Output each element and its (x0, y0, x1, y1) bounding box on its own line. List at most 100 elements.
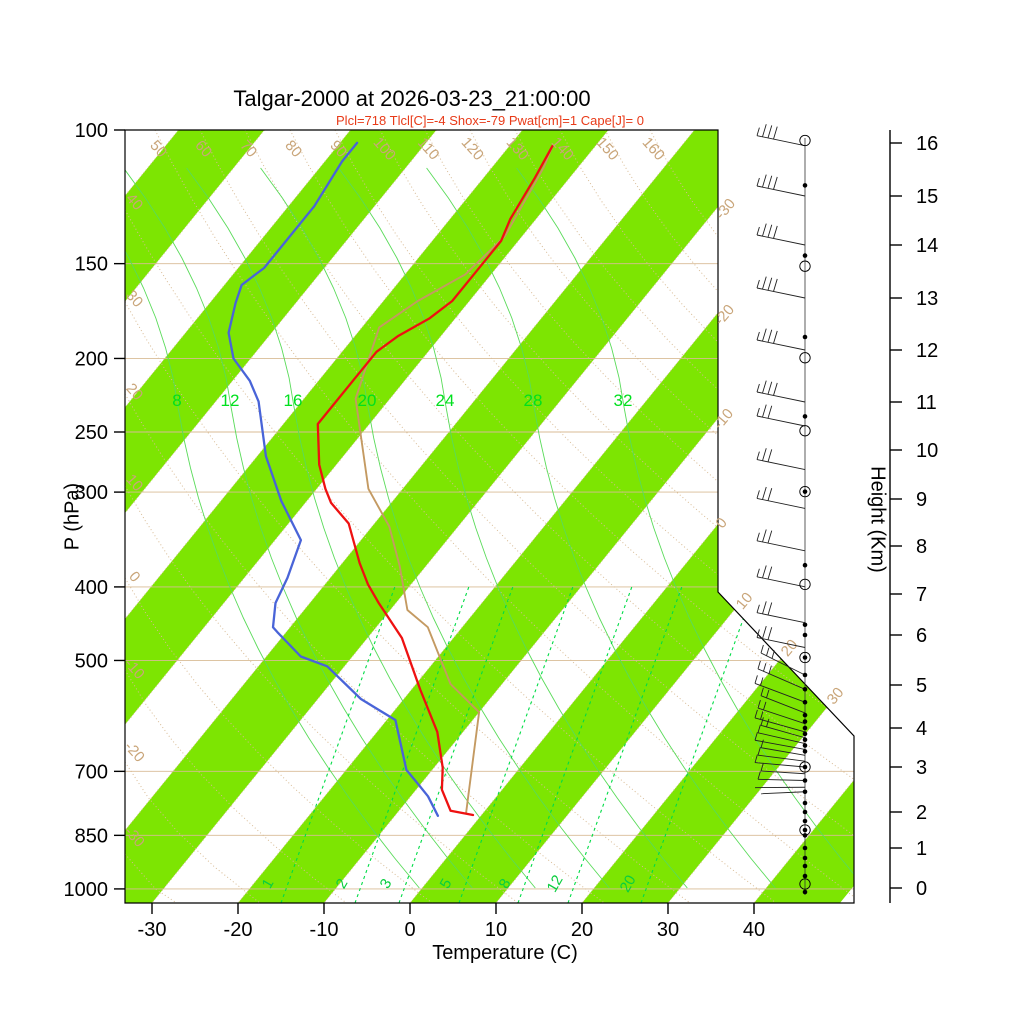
barb-feather (760, 739, 764, 748)
wind-barb (760, 687, 806, 714)
station-circle (799, 352, 811, 364)
mixing-ratio-line (280, 584, 397, 903)
plot-border (124, 129, 855, 904)
barb-feather (767, 224, 773, 238)
wind-barb (757, 771, 806, 781)
station-circle (799, 651, 811, 664)
barb-feather (754, 754, 758, 763)
wind-barb (756, 328, 806, 351)
tick-label: 100 (75, 120, 108, 142)
tick-label: 20 (358, 391, 377, 410)
barb-feather (760, 711, 764, 720)
mixing-ratio-line (567, 584, 684, 903)
station-dot (802, 855, 808, 861)
wind-barb (754, 732, 806, 750)
barb-feather (756, 331, 760, 341)
barb-feather (760, 687, 764, 696)
wind-barb (757, 660, 806, 690)
wind-barb (756, 124, 806, 147)
barb-feather (762, 448, 767, 461)
mixing-ratio-line (458, 584, 575, 903)
wind-barb (756, 404, 806, 427)
temperature-curve (316, 144, 554, 817)
dry-adiabat-line (469, 130, 854, 903)
tick-label: 12 (544, 872, 567, 895)
station-dot (802, 562, 808, 568)
barb-feather (762, 565, 767, 579)
moist-adiabat-line (125, 167, 420, 889)
moist-adiabat-line (260, 167, 610, 889)
station-dot (802, 889, 808, 895)
mixing-ratio-line (398, 584, 515, 903)
mixing-ratio-line (640, 584, 757, 903)
mixing-ratio-line (354, 584, 471, 903)
barb-feather (756, 226, 760, 236)
tick-label: 9 (916, 489, 927, 511)
barb-feather (762, 601, 767, 614)
tick-label: 0 (916, 878, 927, 900)
barb-feather (762, 380, 767, 394)
barb-feather (771, 650, 775, 659)
barb-feather (763, 701, 767, 711)
station-circle (799, 425, 811, 437)
wind-barb (756, 223, 806, 246)
barb-feather (762, 223, 767, 237)
station-dot (802, 778, 808, 783)
tick-label: 20 (778, 636, 802, 660)
tick-label: 16 (916, 133, 938, 155)
barb-feather (760, 762, 764, 772)
isotherm-line (125, 130, 623, 903)
station-dot (802, 873, 808, 879)
barb-feather (767, 277, 773, 291)
moist-adiabat-line (338, 167, 688, 889)
station-dot (802, 764, 808, 770)
dry-adiabat-line (334, 130, 854, 903)
tick-label: 10 (733, 589, 757, 613)
station-dot (802, 655, 808, 660)
barb-feather (767, 488, 773, 501)
station-dot (802, 672, 808, 678)
isotherm-line (125, 130, 854, 903)
barb-feather (756, 407, 760, 417)
barb-feather (767, 381, 773, 395)
isotherm-line (161, 130, 854, 903)
tick-label: -20 (224, 919, 253, 941)
moist-adiabat-line (516, 167, 854, 889)
mixing-ratio-line (517, 584, 634, 903)
tick-label: 32 (614, 391, 633, 410)
barb-feather (757, 724, 761, 733)
tick-label: 10 (485, 919, 507, 941)
station-circle (799, 878, 811, 890)
barb-feather (767, 125, 773, 139)
tick-label: 400 (75, 577, 108, 599)
station-dot (802, 253, 808, 258)
tick-label: 200 (75, 348, 108, 370)
isotherm-line (125, 130, 709, 903)
barb-feather (756, 629, 760, 638)
tick-label: 700 (75, 761, 108, 783)
isotherm-band (981, 0, 1024, 1024)
isotherm-line (0, 113, 20, 1024)
tick-label: 8 (172, 391, 181, 410)
tick-label: 850 (75, 825, 108, 847)
moist-adiabat-line (125, 167, 473, 889)
tick-label: 4 (916, 718, 927, 740)
isotherm-band (125, 130, 688, 903)
station-circle (799, 485, 811, 498)
barb-feather (762, 276, 767, 290)
station-dot (802, 737, 808, 742)
barb-feather (766, 689, 770, 699)
barb-feather (754, 732, 758, 741)
wind-barb (756, 529, 806, 552)
wind-barb (760, 739, 806, 756)
station-circle (799, 134, 811, 147)
station-markers (799, 134, 811, 895)
tick-label: 300 (75, 482, 108, 504)
tick-label: 80 (281, 137, 305, 161)
barb-feather (762, 626, 767, 639)
dry-adiabat-line (125, 485, 571, 903)
dewpoint-curve (227, 141, 440, 817)
barb-feather (754, 709, 758, 719)
pressure-axis: 100 150 200 250 300 400 500 700 850 1000 (64, 120, 125, 901)
